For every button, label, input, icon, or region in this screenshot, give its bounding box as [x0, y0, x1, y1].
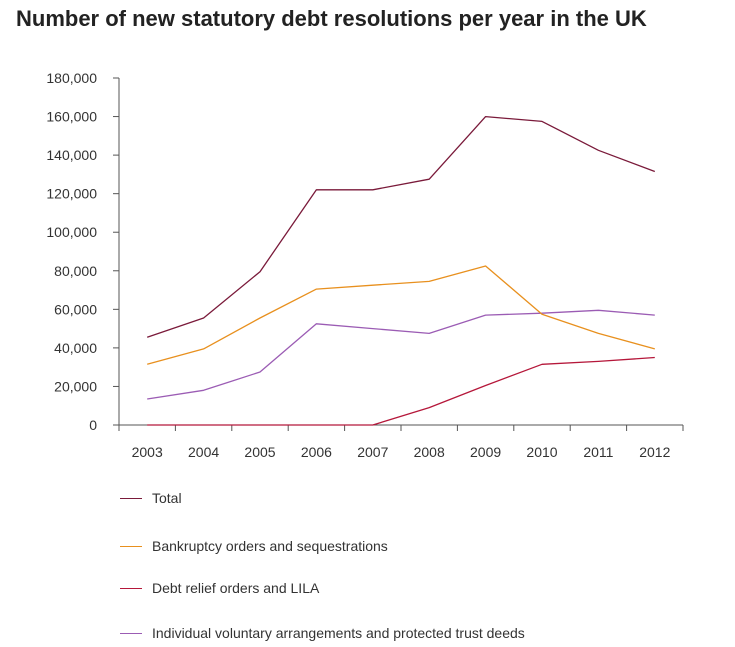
x-tick-label: 2012: [639, 444, 670, 460]
legend-swatch-total: [120, 497, 142, 499]
legend-label-iva: Individual voluntary arrangements and pr…: [152, 625, 525, 641]
x-tick-label: 2005: [244, 444, 275, 460]
y-tick-label: 40,000: [54, 340, 97, 356]
x-tick-label: 2003: [132, 444, 163, 460]
x-tick-label: 2010: [526, 444, 557, 460]
series-line-bankruptcy-orders-and-sequestrations: [147, 265, 655, 365]
legend-item-total: Total: [120, 490, 182, 506]
legend-swatch-bankruptcy: [120, 545, 142, 547]
legend-swatch-debt-relief: [120, 587, 142, 589]
chart-axes: [118, 78, 683, 426]
legend-item-debt-relief: Debt relief orders and LILA: [120, 580, 319, 596]
legend-label-bankruptcy: Bankruptcy orders and sequestrations: [152, 538, 388, 554]
series-line-total: [146, 115, 656, 338]
y-tick-label: 160,000: [46, 109, 97, 125]
chart-title: Number of new statutory debt resolutions…: [16, 6, 647, 31]
x-tick-label: 2008: [414, 444, 445, 460]
legend-label-total: Total: [152, 490, 182, 506]
x-axis-ticks: 2003 2004 2005 2006 2007 2008 2009 2010 2011 2012: [118, 425, 684, 460]
x-tick-label: 2011: [583, 444, 613, 460]
x-tick-label: 2007: [357, 444, 388, 460]
y-tick-label: 120,000: [46, 186, 97, 202]
legend-label-debt-relief: Debt relief orders and LILA: [152, 580, 320, 596]
y-tick-label: 100,000: [46, 224, 97, 240]
y-tick-label: 180,000: [46, 70, 97, 86]
x-tick-label: 2009: [470, 444, 501, 460]
y-axis-ticks: 0 20,000 40,000 60,000 80,000 100,000 120,000 1…: [46, 70, 119, 433]
legend-swatch-iva: [120, 632, 142, 634]
series-line-debt-relief-orders-and-lila: [147, 356, 655, 426]
y-tick-label: 20,000: [54, 378, 97, 394]
y-tick-label: 0: [89, 417, 97, 433]
legend-item-bankruptcy: Bankruptcy orders and sequestrations: [120, 538, 388, 554]
x-tick-label: 2004: [188, 444, 219, 460]
series-line-individual-voluntary-arrangements-and-protected-trust-deeds: [147, 309, 655, 400]
y-tick-label: 140,000: [46, 147, 97, 163]
series-lines: [146, 115, 656, 426]
x-tick-label: 2006: [301, 444, 332, 460]
legend-item-iva: Individual voluntary arrangements and pr…: [120, 625, 525, 641]
y-tick-label: 80,000: [54, 263, 97, 279]
y-tick-label: 60,000: [54, 301, 97, 317]
